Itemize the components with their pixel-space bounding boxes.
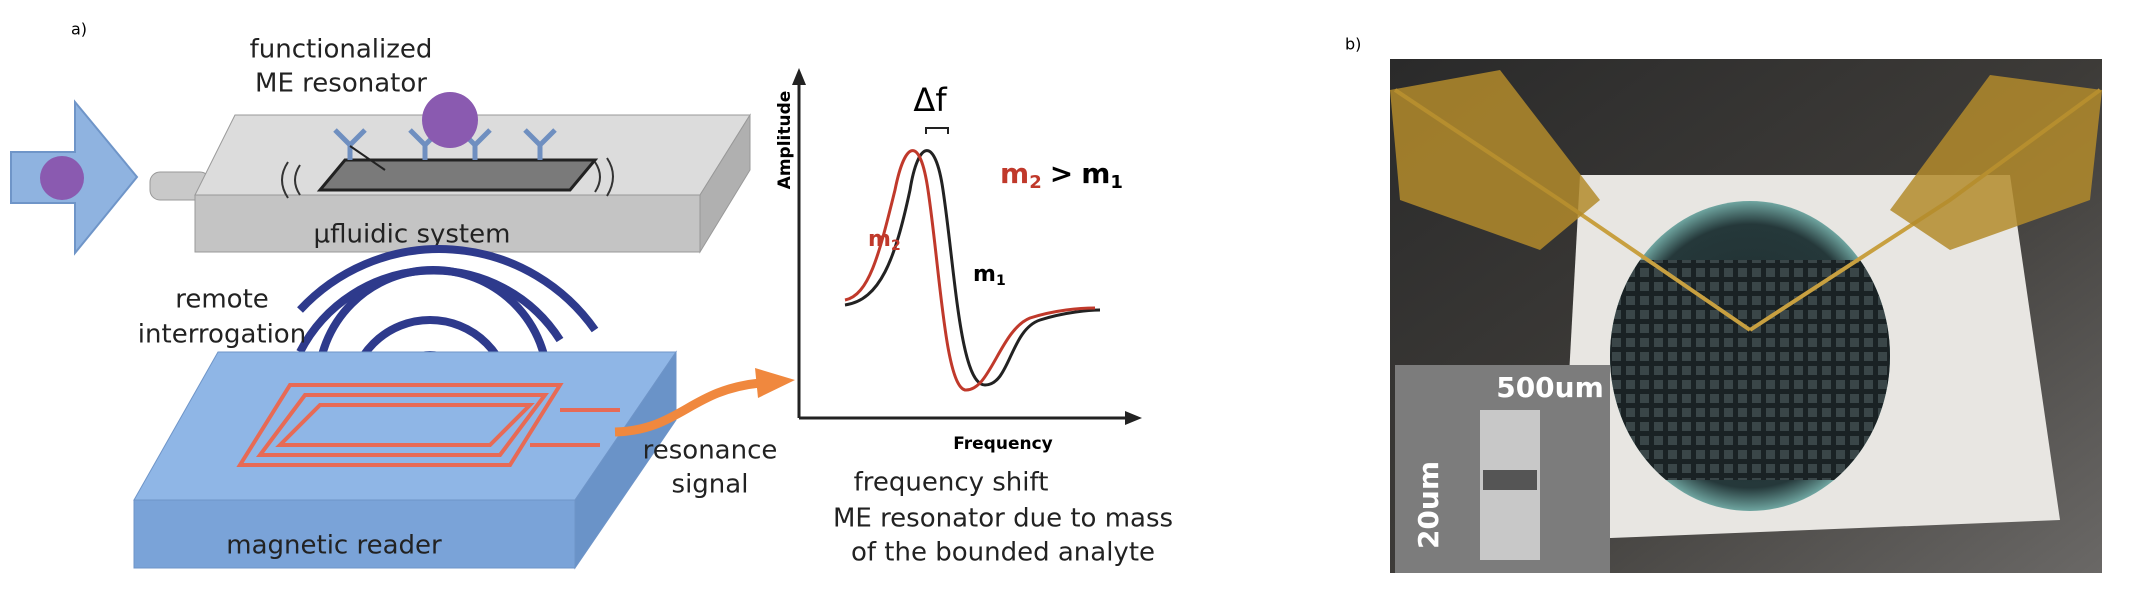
vibration (281, 157, 614, 199)
analyte (40, 156, 84, 200)
inset-scale: 500um (1496, 371, 1604, 404)
antibodies (333, 128, 557, 160)
probe-arm (1390, 70, 1600, 250)
analyte (422, 92, 478, 148)
reader-label: magnetic reader (226, 531, 442, 561)
arrowhead (1125, 411, 1142, 425)
fluidic-side (699, 113, 751, 254)
text-part: 1 (1110, 172, 1123, 193)
x-axis-label: Frequency (953, 434, 1053, 454)
text-part: > (1050, 157, 1073, 190)
signal-label: signal (672, 470, 749, 500)
inset-gap (1483, 470, 1537, 490)
arrowhead (792, 68, 806, 85)
m1-label: m1 (973, 262, 1006, 289)
probe-arm (1890, 75, 2102, 250)
panel-label: a) (71, 20, 87, 39)
text-part: 1 (996, 273, 1006, 289)
caption: of the bounded analyte (851, 538, 1155, 568)
text-part: m (973, 262, 996, 287)
y-axis-label: Amplitude (775, 91, 795, 190)
text-part: m (868, 227, 891, 252)
curve-m2 (844, 149, 1096, 392)
text-part: 2 (891, 238, 901, 254)
panel-label: b) (1345, 35, 1361, 54)
curve-m1 (844, 149, 1101, 387)
relation: m2 > m1 (1000, 157, 1123, 193)
interrogation-label: interrogation (138, 320, 306, 350)
delta-label: Δf (913, 81, 947, 119)
resonator-label: ME resonator (255, 69, 427, 99)
caption: frequency shift (854, 468, 1049, 498)
wafer-grid (1610, 260, 1890, 480)
coil (236, 383, 620, 467)
m2-label: m2 (868, 227, 901, 254)
text-part: m (1000, 157, 1029, 190)
resonator (316, 158, 599, 192)
text-part: 2 (1029, 172, 1042, 193)
fluidic-label: µfluidic system (314, 220, 511, 250)
interrogation-label: remote (175, 285, 269, 315)
signal-arrowhead (755, 368, 795, 398)
reader-side (574, 350, 677, 570)
inset-scale: 20um (1412, 461, 1445, 549)
pointer (349, 145, 386, 171)
text-part: m (1081, 157, 1110, 190)
delta-bracket (925, 127, 949, 134)
resonator-label: functionalized (250, 35, 433, 65)
caption: ME resonator due to mass (833, 504, 1173, 534)
signal-label: resonance (643, 436, 778, 466)
signal-arrow (614, 378, 761, 437)
